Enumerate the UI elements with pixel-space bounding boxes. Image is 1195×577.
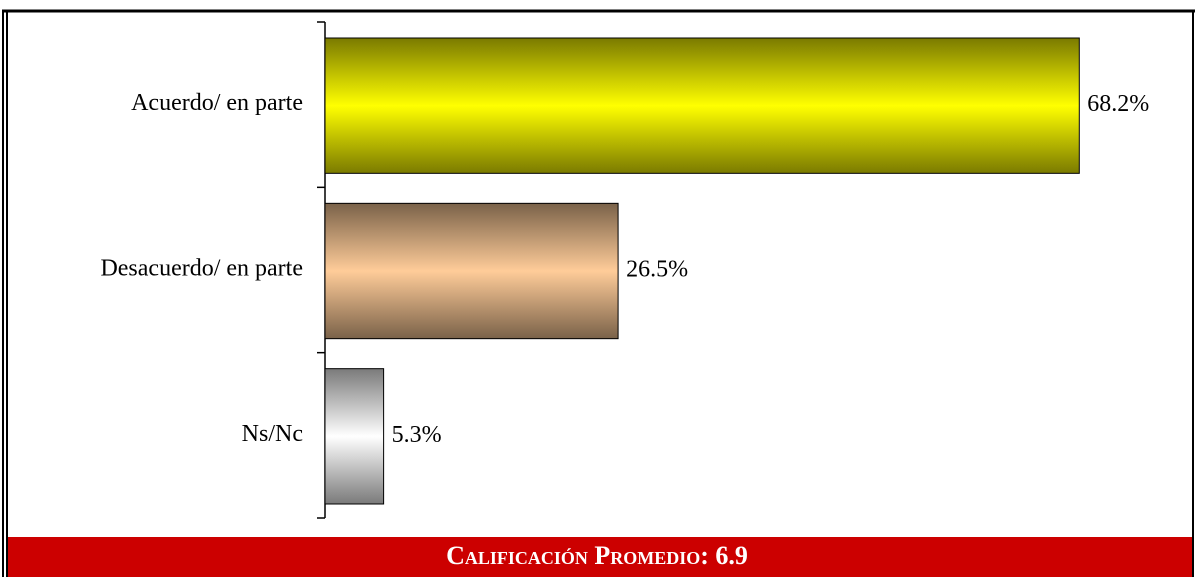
value-label: 68.2% (1087, 91, 1149, 117)
category-label: Acuerdo/ en parte (131, 90, 303, 116)
bar (324, 202, 619, 340)
bar (324, 37, 1080, 174)
value-label: 26.5% (626, 257, 688, 283)
footer-text: Calificación Promedio: 6.9 (446, 541, 748, 570)
footer-band (8, 537, 1192, 577)
value-label: 5.3% (392, 422, 442, 448)
category-label: Desacuerdo/ en parte (100, 256, 303, 282)
category-label: Ns/Nc (242, 421, 303, 447)
bar (324, 368, 385, 505)
